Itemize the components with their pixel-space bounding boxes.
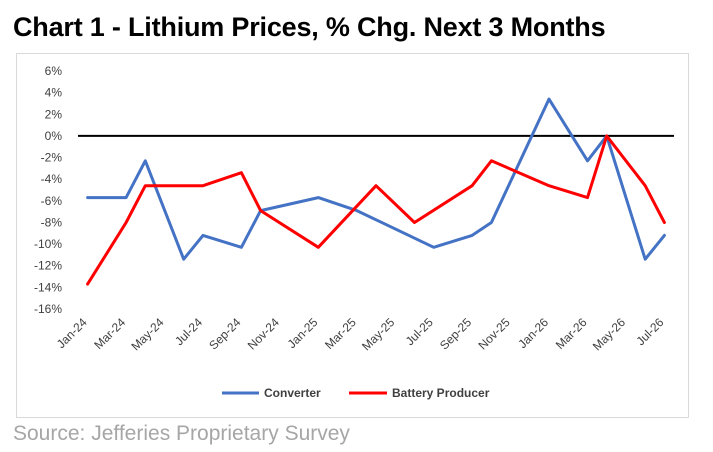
x-tick-label: May-24 (128, 315, 166, 353)
y-tick-label: -12% (34, 259, 62, 273)
source-note: Source: Jefferies Proprietary Survey (13, 422, 350, 445)
chart-title: Chart 1 - Lithium Prices, % Chg. Next 3 … (13, 12, 606, 42)
x-tick-label: May-26 (590, 315, 628, 353)
y-tick-label: -14% (34, 280, 62, 294)
x-tick-label: Nov-25 (475, 315, 512, 352)
y-tick-label: -8% (41, 215, 63, 229)
y-tick-label: 4% (45, 86, 63, 100)
y-tick-label: -10% (34, 237, 62, 251)
x-tick-label: Jul-25 (403, 315, 436, 348)
x-tick-label: Jul-24 (172, 315, 205, 348)
series-line-battery-producer (86, 134, 666, 286)
chart-frame (16, 53, 689, 418)
y-tick-label: -2% (41, 151, 63, 165)
x-tick-label: Mar-25 (322, 315, 359, 352)
legend-label: Battery Producer (392, 386, 490, 400)
y-tick-label: 2% (45, 107, 63, 121)
x-tick-label: Nov-24 (245, 315, 282, 352)
y-tick-label: -6% (41, 194, 63, 208)
x-tick-label: Mar-26 (553, 315, 590, 352)
x-tick-label: Jul-26 (633, 315, 666, 348)
y-tick-label: -16% (34, 302, 62, 316)
y-tick-label: -4% (41, 172, 63, 186)
x-tick-label: Sep-24 (206, 315, 243, 352)
x-tick-label: Jan-26 (515, 315, 551, 351)
y-tick-label: 0% (45, 129, 63, 143)
x-tick-label: Mar-24 (91, 315, 128, 352)
legend-label: Converter (264, 386, 321, 400)
x-tick-label: Sep-25 (437, 315, 474, 352)
y-tick-label: 6% (45, 64, 63, 78)
series-line-converter (86, 97, 666, 261)
x-tick-label: May-25 (359, 315, 397, 353)
x-tick-label: Jan-24 (54, 315, 90, 351)
x-tick-label: Jan-25 (285, 315, 321, 351)
